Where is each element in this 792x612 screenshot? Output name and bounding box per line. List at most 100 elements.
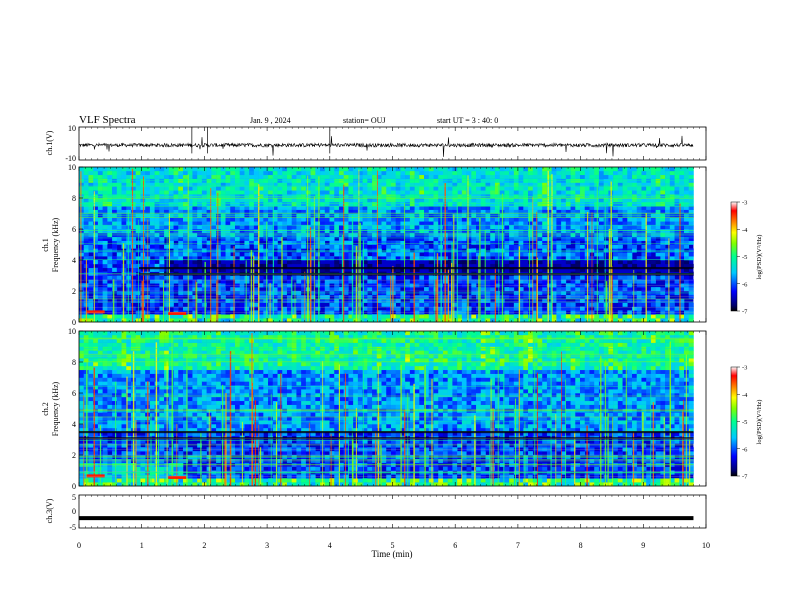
spectrogram-cell xyxy=(88,338,94,343)
spectrogram-cell xyxy=(580,244,586,249)
spectrogram-cell xyxy=(182,198,189,203)
spectrogram-cell xyxy=(192,283,198,288)
spectrogram-cell xyxy=(258,225,264,230)
spectrogram-cell xyxy=(561,302,567,307)
spectrogram-cell xyxy=(476,190,482,195)
spectrogram-cell xyxy=(565,209,571,214)
spectrogram-cell xyxy=(367,225,373,230)
spectrogram-cell xyxy=(405,252,411,257)
spectrogram-cell xyxy=(518,244,524,249)
spectrogram-cell xyxy=(603,229,609,234)
spectrogram-cell xyxy=(452,221,458,226)
spectrogram-cell xyxy=(130,298,137,303)
spectrogram-cell xyxy=(613,279,619,284)
spectrogram-cell xyxy=(291,167,297,172)
spectrogram-cell xyxy=(513,306,519,311)
spectrogram-cell xyxy=(617,275,623,280)
spectrogram-cell xyxy=(116,279,122,284)
spectrogram-cell xyxy=(107,260,113,265)
spectrogram-cell xyxy=(102,377,108,382)
spectrogram-cell xyxy=(282,256,288,261)
spectrogram-cell xyxy=(126,198,132,203)
spectrogram-cell xyxy=(414,205,420,210)
spectrogram-cell xyxy=(494,236,500,241)
spectrogram-cell xyxy=(296,213,302,218)
spectrogram-cell xyxy=(201,225,207,230)
spectrogram-cell xyxy=(79,412,85,417)
spectrogram-cell xyxy=(178,201,184,207)
spectrogram-cell xyxy=(220,314,226,319)
spectrogram-cell xyxy=(528,256,534,261)
spectrogram-cell xyxy=(201,240,207,245)
spectrogram-cell xyxy=(216,198,222,203)
spectrogram-cell xyxy=(603,205,609,210)
spectrogram-cell xyxy=(405,225,411,230)
spectrogram-cell xyxy=(428,217,434,222)
spectrogram-cell xyxy=(88,240,94,245)
spectrogram-cell xyxy=(324,287,330,292)
spectrogram-cell xyxy=(546,209,552,214)
spectrogram-cell xyxy=(376,298,382,303)
spectrogram-cell xyxy=(88,198,94,203)
spectrogram-cell xyxy=(660,279,666,284)
spectrogram-cell xyxy=(112,256,118,261)
spectrogram-cell xyxy=(400,190,406,195)
spectrogram-cell xyxy=(206,310,212,315)
spectrogram-cell xyxy=(258,256,264,261)
spectrogram-cell xyxy=(390,225,396,230)
spectrogram-cell xyxy=(466,279,472,284)
spectrogram-cell xyxy=(178,167,184,172)
spectrogram-cell xyxy=(537,283,543,288)
spectrogram-cell xyxy=(353,201,359,207)
spectrogram-cell xyxy=(192,314,198,319)
spectrogram-cell xyxy=(513,314,519,319)
spectrogram-cell xyxy=(320,186,326,191)
spectrogram-cell xyxy=(461,186,467,191)
spectrogram-cell xyxy=(372,209,378,214)
spectrogram-cell xyxy=(376,225,382,230)
spectrogram-cell xyxy=(390,213,396,218)
spectrogram-cell xyxy=(400,186,406,191)
spectrogram-cell xyxy=(570,294,576,300)
spectrogram-cell xyxy=(83,209,89,214)
spectrogram-cell xyxy=(528,170,534,176)
spectrogram-cell xyxy=(296,283,302,288)
spectrogram-cell xyxy=(565,314,571,319)
spectrogram-cell xyxy=(272,240,278,245)
spectrogram-cell xyxy=(173,167,179,172)
spectrogram-cell xyxy=(164,302,170,307)
spectrogram-cell xyxy=(485,186,491,191)
spectrogram-cell xyxy=(594,225,600,230)
spectrogram-cell xyxy=(112,198,118,203)
spectrogram-cell xyxy=(291,252,297,257)
spectrogram-cell xyxy=(570,314,576,319)
spectrogram-cell xyxy=(93,377,99,382)
spectrogram-cell xyxy=(88,213,94,218)
spectrogram-cell xyxy=(447,205,453,210)
spectrogram-cell xyxy=(102,201,108,207)
spectrogram-cell xyxy=(546,287,552,292)
spectrogram-cell xyxy=(419,198,425,203)
spectrogram-cell xyxy=(556,205,562,210)
spectrogram-cell xyxy=(518,267,524,272)
spectrogram-cell xyxy=(376,190,382,195)
spectrogram-cell xyxy=(182,174,189,179)
spectrogram-cell xyxy=(665,167,671,172)
spectrogram-cell xyxy=(126,263,132,269)
spectrogram-cell xyxy=(268,229,274,234)
spectrogram-cell xyxy=(641,182,647,187)
spectrogram-cell xyxy=(575,275,581,280)
spectrogram-cell xyxy=(145,201,151,207)
spectrogram-cell xyxy=(253,248,259,253)
spectrogram-cell xyxy=(414,240,420,245)
spectrogram-cell xyxy=(674,205,680,210)
spectrogram-cell xyxy=(528,201,534,207)
spectrogram-cell xyxy=(277,302,283,307)
spectrogram-cell xyxy=(532,294,538,300)
spectrogram-cell xyxy=(632,217,638,222)
spectrogram-cell xyxy=(390,167,396,172)
spectrogram-cell xyxy=(79,381,85,386)
spectrogram-cell xyxy=(107,174,113,179)
spectrogram-cell xyxy=(414,252,420,257)
spectrogram-cell xyxy=(79,455,85,460)
